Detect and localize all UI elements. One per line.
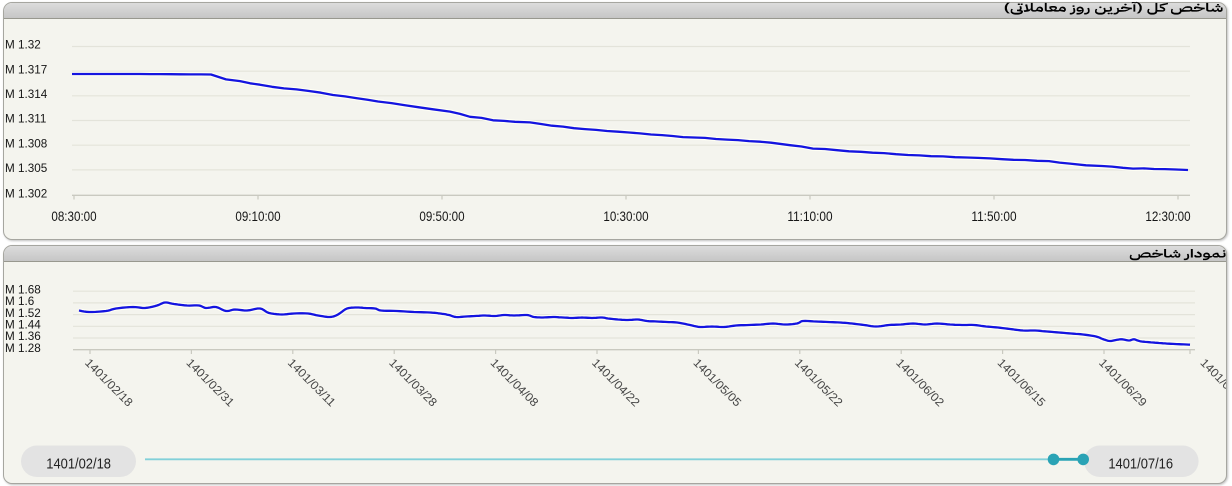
svg-text:1401/02/31: 1401/02/31	[183, 356, 236, 409]
svg-text:11:10:00: 11:10:00	[787, 208, 832, 224]
svg-text:M 1.305: M 1.305	[5, 162, 48, 175]
svg-text:M 1.68: M 1.68	[5, 283, 41, 296]
svg-text:1401/02/18: 1401/02/18	[82, 356, 135, 409]
svg-text:1401/06/29: 1401/06/29	[1096, 356, 1149, 409]
svg-text:M 1.52: M 1.52	[5, 307, 41, 320]
svg-text:1401/03/28: 1401/03/28	[386, 356, 439, 409]
svg-text:1401/06/02: 1401/06/02	[893, 356, 946, 409]
svg-text:M 1.44: M 1.44	[5, 319, 41, 332]
svg-text:09:10:00: 09:10:00	[235, 208, 280, 224]
svg-text:1401/04/08: 1401/04/08	[488, 356, 541, 409]
svg-text:1401/04/22: 1401/04/22	[589, 356, 642, 409]
svg-text:M 1.302: M 1.302	[5, 188, 47, 201]
svg-text:M 1.311: M 1.311	[5, 113, 46, 126]
svg-text:M 1.6: M 1.6	[5, 295, 34, 308]
svg-text:1401/03/11: 1401/03/11	[285, 356, 338, 409]
svg-text:1401/05/05: 1401/05/05	[690, 356, 743, 409]
svg-text:1401/02/18: 1401/02/18	[46, 456, 111, 472]
svg-text:M 1.308: M 1.308	[5, 137, 47, 150]
svg-text:10:30:00: 10:30:00	[603, 208, 648, 224]
svg-text:M 1.32: M 1.32	[5, 39, 41, 52]
svg-text:M 1.317: M 1.317	[5, 63, 47, 76]
svg-text:1401/06/15: 1401/06/15	[995, 356, 1048, 409]
svg-text:11:50:00: 11:50:00	[971, 208, 1016, 224]
svg-text:M 1.28: M 1.28	[5, 342, 41, 355]
svg-text:M 1.314: M 1.314	[5, 88, 48, 101]
svg-text:12:30:00: 12:30:00	[1145, 208, 1190, 224]
svg-text:1401/05/22: 1401/05/22	[792, 356, 845, 409]
svg-text:M 1.36: M 1.36	[5, 330, 41, 343]
svg-text:09:50:00: 09:50:00	[419, 208, 464, 224]
svg-text:1401/07/16: 1401/07/16	[1108, 456, 1173, 472]
svg-text:1401/07/16: 1401/07/16	[1197, 356, 1232, 409]
svg-text:08:30:00: 08:30:00	[51, 208, 96, 224]
